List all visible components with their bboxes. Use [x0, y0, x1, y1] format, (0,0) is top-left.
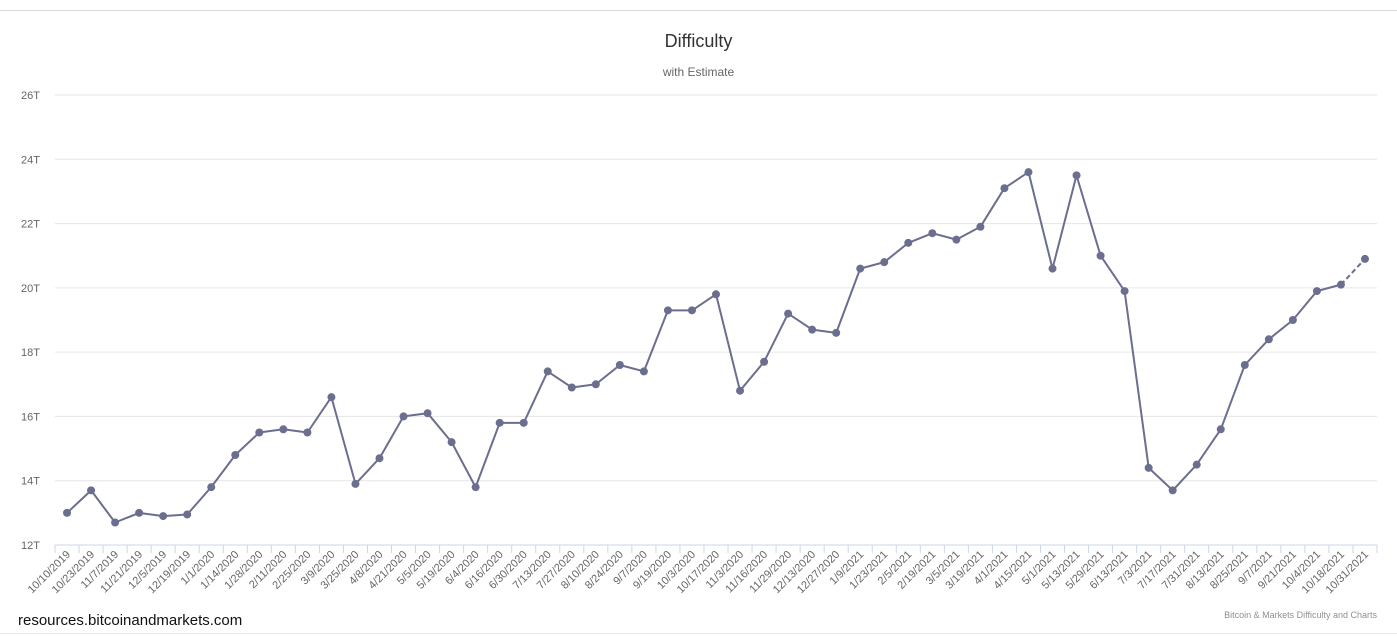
data-point[interactable] [1144, 463, 1153, 472]
data-point[interactable] [1096, 251, 1105, 260]
data-point[interactable] [663, 306, 672, 315]
data-point[interactable] [1000, 184, 1009, 193]
data-point[interactable] [760, 357, 769, 366]
y-tick-label: 18T [21, 347, 40, 359]
data-point[interactable] [1240, 361, 1249, 369]
y-tick-label: 20T [21, 283, 40, 295]
data-point[interactable] [207, 483, 216, 492]
data-point[interactable] [952, 235, 961, 244]
y-tick-label: 14T [21, 476, 40, 488]
data-point[interactable] [447, 438, 456, 447]
data-point[interactable] [1120, 287, 1129, 296]
data-points [63, 168, 1369, 527]
data-point[interactable] [111, 518, 120, 527]
data-point[interactable] [327, 393, 336, 402]
y-tick-label: 24T [21, 154, 40, 166]
data-point[interactable] [880, 258, 889, 267]
y-tick-label: 16T [21, 411, 40, 423]
credits-text[interactable]: Bitcoin & Markets Difficulty and Charts [1224, 610, 1377, 620]
data-point[interactable] [928, 229, 937, 238]
chart-title: Difficulty [664, 31, 733, 51]
data-point[interactable] [1264, 335, 1273, 344]
data-point[interactable] [1216, 425, 1225, 434]
data-point[interactable] [159, 512, 168, 521]
data-point[interactable] [904, 238, 913, 247]
data-point[interactable] [1312, 287, 1321, 296]
data-point[interactable] [1024, 168, 1033, 177]
data-point[interactable] [183, 510, 192, 519]
data-point[interactable] [471, 483, 480, 492]
data-point[interactable] [351, 479, 360, 488]
data-point[interactable] [856, 264, 865, 273]
data-point[interactable] [1288, 316, 1297, 324]
data-point[interactable] [303, 428, 312, 437]
data-point[interactable] [1168, 486, 1177, 495]
data-point[interactable] [375, 454, 384, 463]
series-line [66, 171, 1342, 524]
data-point[interactable] [736, 386, 745, 395]
data-point[interactable] [1192, 460, 1201, 469]
x-axis: 10/10/201910/23/201911/7/201911/21/20191… [26, 544, 1378, 596]
y-axis: 12T 14T 16T 18T 20T 22T 24T 26T [21, 90, 40, 552]
data-point[interactable] [976, 222, 985, 231]
data-point[interactable] [712, 290, 720, 299]
data-point[interactable] [63, 508, 72, 517]
grid-lines [55, 94, 1377, 482]
data-point[interactable] [784, 309, 793, 318]
data-point[interactable] [808, 325, 817, 334]
y-tick-label: 12T [21, 540, 40, 552]
data-point[interactable] [519, 418, 528, 427]
data-point[interactable] [1360, 254, 1369, 263]
data-point[interactable] [687, 306, 696, 315]
data-point[interactable] [495, 418, 504, 427]
data-point[interactable] [1336, 280, 1345, 289]
data-point[interactable] [279, 425, 288, 434]
data-point[interactable] [231, 451, 240, 459]
estimate-line [1340, 258, 1366, 286]
data-point[interactable] [135, 508, 144, 517]
bottom-divider [0, 633, 1397, 634]
top-divider [0, 10, 1397, 11]
data-point[interactable] [255, 428, 264, 437]
y-tick-label: 22T [21, 219, 40, 231]
data-point[interactable] [399, 412, 408, 421]
data-point[interactable] [591, 380, 600, 389]
data-point[interactable] [1072, 171, 1081, 180]
data-point[interactable] [543, 367, 552, 376]
data-point[interactable] [567, 383, 576, 392]
data-point[interactable] [1048, 264, 1057, 273]
data-point[interactable] [87, 486, 96, 495]
data-point[interactable] [615, 361, 624, 369]
data-point[interactable] [832, 328, 841, 337]
chart-subtitle: with Estimate [662, 65, 735, 79]
data-point[interactable] [639, 367, 648, 376]
data-point[interactable] [423, 409, 432, 418]
watermark-text: resources.bitcoinandmarkets.com [18, 612, 243, 629]
series-difficulty [66, 171, 1366, 524]
y-tick-label: 26T [21, 90, 40, 102]
